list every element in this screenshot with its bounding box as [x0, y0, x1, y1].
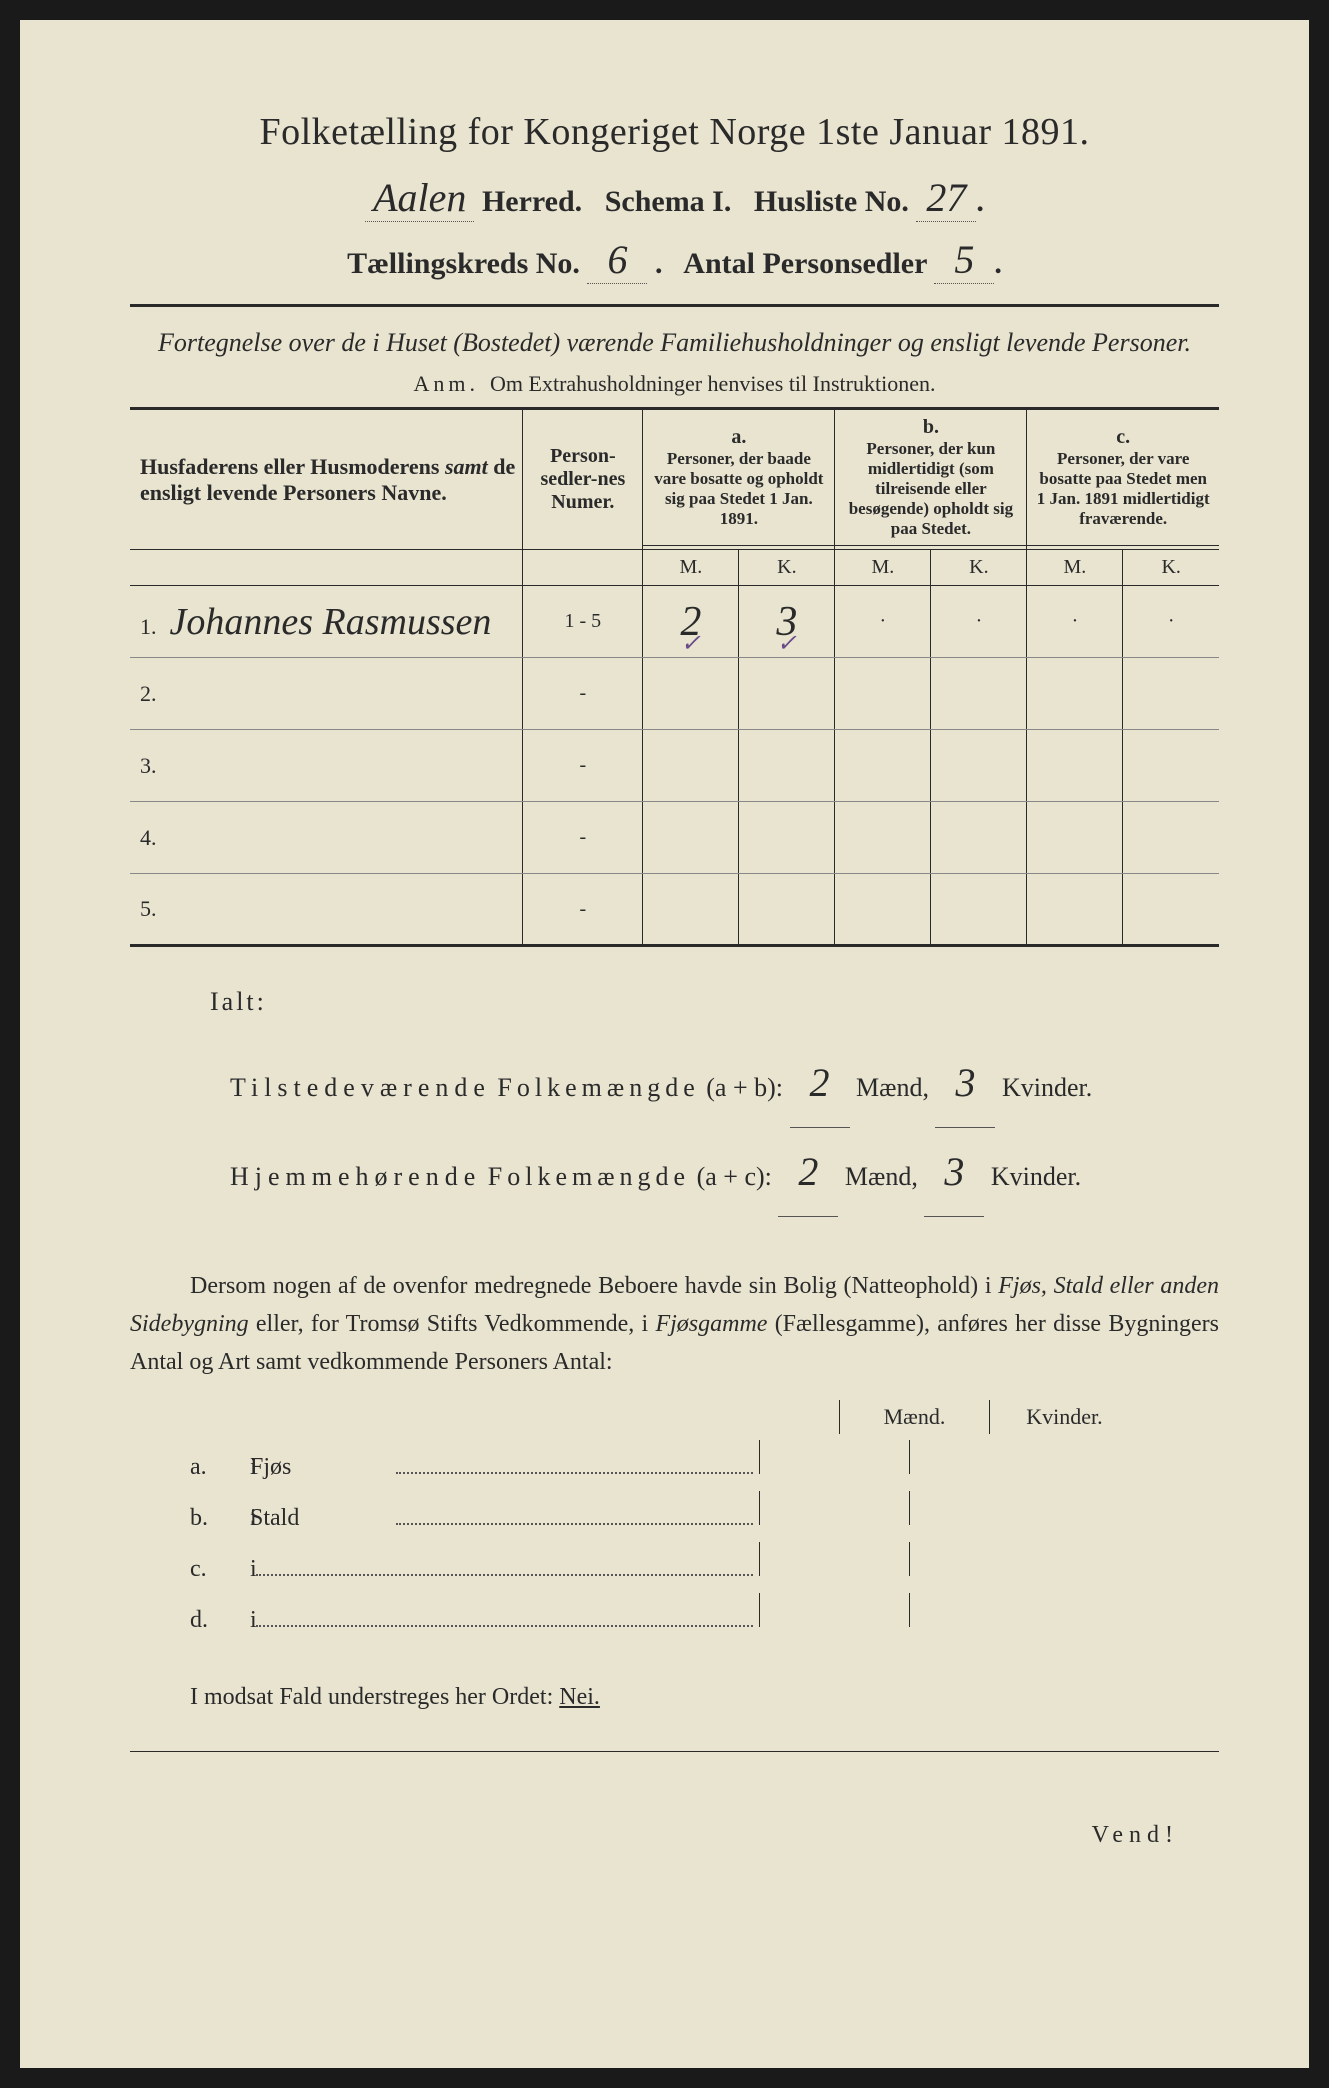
col-b-group: b. Personer, der kun midlertidigt (som t… — [835, 409, 1027, 546]
side-row-label: Stald — [250, 1505, 390, 1532]
herred-value: Aalen — [365, 174, 474, 222]
row-sedler: - — [523, 802, 643, 874]
side-row-letter: d. — [130, 1607, 190, 1634]
side-row-i: i — [190, 1454, 250, 1481]
mk-b-m: M. — [835, 550, 931, 586]
maend-label: Mænd, — [845, 1162, 918, 1191]
header-line-2: Aalen Herred. Schema I. Husliste No. 27. — [130, 174, 1219, 222]
mk-b-k: K. — [931, 550, 1027, 586]
kreds-value: 6 — [587, 236, 647, 284]
husliste-value: 27 — [916, 174, 976, 222]
anm-line: Anm. Om Extrahusholdninger henvises til … — [130, 371, 1219, 397]
side-mk-header: Mænd. Kvinder. — [130, 1400, 1219, 1434]
kvinder-label: Kvinder. — [991, 1162, 1081, 1191]
side-row: b. i Stald — [130, 1491, 1219, 1532]
side-building-table: Mænd. Kvinder. a. i Fjøs b. i Stald c. i… — [130, 1400, 1219, 1634]
row-name: Johannes Rasmussen — [170, 601, 492, 643]
divider — [130, 304, 1219, 307]
side-row-letter: a. — [130, 1454, 190, 1481]
row-a-k: 3✓ — [776, 599, 797, 645]
table-row: 2. - — [130, 658, 1219, 730]
nei-line: I modsat Fald understreges her Ordet: Ne… — [130, 1684, 1219, 1711]
row-b-k: · — [931, 586, 1027, 658]
row-num: 2. — [140, 681, 164, 707]
side-row-label: Fjøs — [250, 1454, 390, 1481]
anm-label: Anm. — [414, 371, 480, 396]
row-b-m: · — [835, 586, 931, 658]
antal-label: Antal Personsedler — [683, 247, 927, 280]
dotted-line — [396, 1523, 753, 1525]
side-building-paragraph: Dersom nogen af de ovenfor medregnede Be… — [130, 1267, 1219, 1382]
total-ac-m: 2 — [778, 1128, 838, 1217]
side-row: d. i — [130, 1593, 1219, 1634]
row-a-m: 2✓ — [680, 599, 701, 645]
row-sedler: - — [523, 658, 643, 730]
table-row: 1. Johannes Rasmussen 1 - 5 2✓ 3✓ · · · … — [130, 586, 1219, 658]
side-row-i: i — [190, 1607, 250, 1634]
totals-line-2: Hjemmehørende Folkemængde (a + c): 2 Mæn… — [230, 1128, 1219, 1217]
side-row-letter: b. — [130, 1505, 190, 1532]
checkmark-icon: ✓ — [681, 629, 701, 658]
col-c-label: c. — [1033, 426, 1213, 449]
total-ab-m: 2 — [790, 1039, 850, 1128]
herred-label: Herred. — [482, 185, 582, 218]
col-a-group: a. Personer, der baade vare bosatte og o… — [643, 409, 835, 546]
dotted-line — [396, 1472, 753, 1474]
row-num: 1. — [140, 614, 164, 640]
main-table: Husfaderens eller Husmoderens samt de en… — [130, 407, 1219, 947]
side-row-i: i — [190, 1556, 250, 1583]
divider — [130, 1751, 1219, 1752]
side-kvinder-label: Kvinder. — [989, 1400, 1139, 1434]
row-num: 4. — [140, 825, 164, 851]
col-b-label: b. — [841, 416, 1020, 439]
side-row-letter: c. — [130, 1556, 190, 1583]
husliste-label: Husliste No. — [754, 185, 909, 218]
anm-text: Om Extrahusholdninger henvises til Instr… — [490, 371, 935, 396]
col-c-group: c. Personer, der vare bosatte paa Stedet… — [1027, 409, 1219, 546]
vend-label: Vend! — [130, 1822, 1219, 1849]
dotted-line — [256, 1574, 753, 1576]
table-row: 5. - — [130, 874, 1219, 946]
kreds-label: Tællingskreds No. — [347, 247, 580, 280]
side-row: a. i Fjøs — [130, 1440, 1219, 1481]
row-num: 5. — [140, 896, 164, 922]
mk-c-k: K. — [1123, 550, 1219, 586]
row-sedler: 1 - 5 — [523, 586, 643, 658]
totals-section: Ialt: Tilstedeværende Folkemængde (a + b… — [130, 973, 1219, 1216]
col-num-header: Person-sedler-nes Numer. — [523, 409, 643, 550]
page-title: Folketælling for Kongeriget Norge 1ste J… — [130, 110, 1219, 154]
kvinder-label: Kvinder. — [1002, 1073, 1092, 1102]
dotted-line — [256, 1625, 753, 1627]
row-c-m: · — [1027, 586, 1123, 658]
col-name-header: Husfaderens eller Husmoderens samt de en… — [130, 409, 523, 550]
row-sedler: - — [523, 874, 643, 946]
nei-word: Nei. — [559, 1684, 600, 1710]
mk-c-m: M. — [1027, 550, 1123, 586]
total-ab-k: 3 — [935, 1039, 995, 1128]
row-c-k: · — [1123, 586, 1219, 658]
side-row: c. i — [130, 1542, 1219, 1583]
census-form-page: Folketælling for Kongeriget Norge 1ste J… — [20, 20, 1309, 2068]
row-sedler: - — [523, 730, 643, 802]
schema-label: Schema I. — [605, 185, 732, 218]
col-c-text: Personer, der vare bosatte paa Stedet me… — [1033, 449, 1213, 529]
side-row-i: i — [190, 1505, 250, 1532]
table-row: 4. - — [130, 802, 1219, 874]
subtitle: Fortegnelse over de i Huset (Bostedet) v… — [130, 325, 1219, 361]
row-num: 3. — [140, 753, 164, 779]
header-line-3: Tællingskreds No. 6 . Antal Personsedler… — [130, 236, 1219, 284]
col-a-label: a. — [649, 426, 828, 449]
total-ac-k: 3 — [924, 1128, 984, 1217]
ialt-label: Ialt: — [210, 973, 1219, 1030]
table-row: 3. - — [130, 730, 1219, 802]
totals-line-1: Tilstedeværende Folkemængde (a + b): 2 M… — [230, 1039, 1219, 1128]
antal-value: 5 — [934, 236, 994, 284]
col-b-text: Personer, der kun midlertidigt (som tilr… — [841, 439, 1020, 539]
maend-label: Mænd, — [856, 1073, 929, 1102]
col-a-text: Personer, der baade vare bosatte og opho… — [649, 449, 828, 529]
checkmark-icon: ✓ — [777, 629, 797, 658]
mk-a-m: M. — [643, 550, 739, 586]
side-maend-label: Mænd. — [839, 1400, 989, 1434]
mk-a-k: K. — [739, 550, 835, 586]
